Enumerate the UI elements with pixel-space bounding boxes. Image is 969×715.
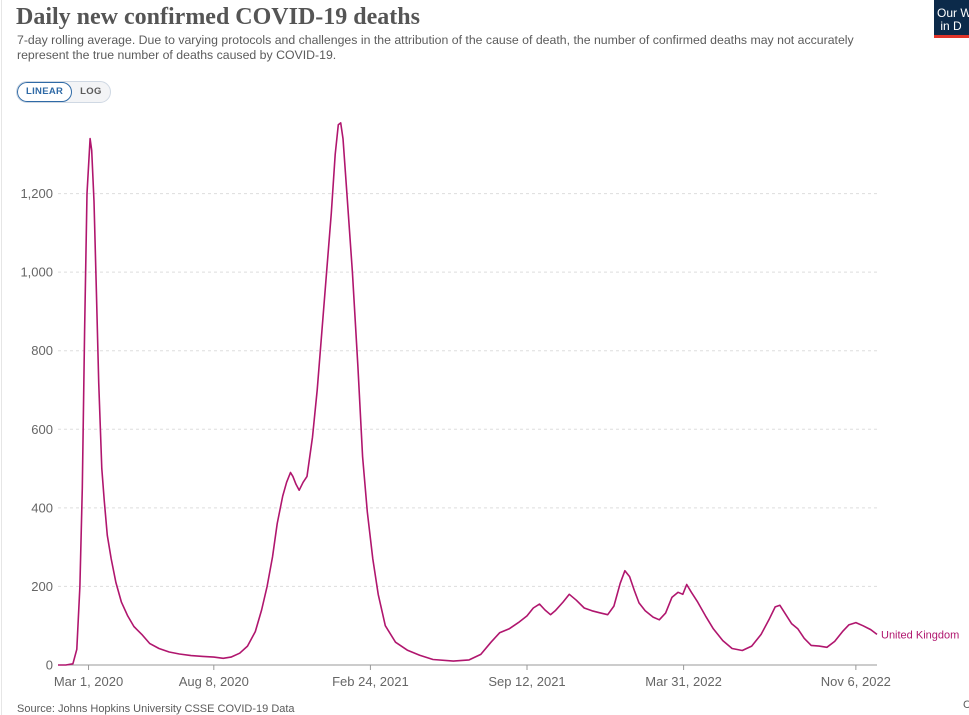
log-scale-button[interactable]: LOG	[80, 86, 102, 97]
axes: 0 200 400 600 800 1,000 1,200 Mar 1, 2020 Aug 8,…	[20, 186, 890, 689]
y-tick-label: 0	[46, 658, 53, 673]
x-tick-label: Aug 8, 2020	[179, 674, 249, 689]
linear-scale-button[interactable]: LINEAR	[17, 82, 73, 102]
series-label: United Kingdom	[881, 629, 959, 641]
logo-accent-bar	[934, 35, 969, 38]
x-tick-label: Mar 1, 2020	[54, 674, 123, 689]
logo-text: Our W in D	[937, 6, 969, 33]
y-tick-label: 1,000	[20, 265, 53, 280]
x-tick-label: Sep 12, 2021	[488, 674, 565, 689]
y-tick-label: 600	[31, 422, 53, 437]
gridlines	[58, 193, 877, 587]
page-edge-line	[1, 0, 2, 715]
scale-toggle: LINEAR LOG	[16, 81, 111, 103]
y-tick-label: 800	[31, 343, 53, 358]
chart-subtitle: 7-day rolling average. Due to varying pr…	[17, 33, 854, 62]
series-layer: United Kingdom	[58, 122, 959, 666]
x-tick-label: Mar 31, 2022	[645, 674, 722, 689]
x-tick-label: Nov 6, 2022	[821, 674, 891, 689]
footer-right-fragment: C	[963, 699, 969, 711]
source-note[interactable]: Source: Johns Hopkins University CSSE CO…	[17, 703, 295, 715]
x-tick-label: Feb 24, 2021	[332, 674, 409, 689]
y-tick-label: 200	[31, 579, 53, 594]
y-tick-label: 1,200	[20, 186, 53, 201]
chart-title: Daily new confirmed COVID-19 deaths	[16, 4, 420, 30]
y-tick-label: 400	[31, 500, 53, 515]
owid-logo[interactable]: Our W in D	[934, 0, 969, 38]
series-line	[58, 122, 878, 666]
